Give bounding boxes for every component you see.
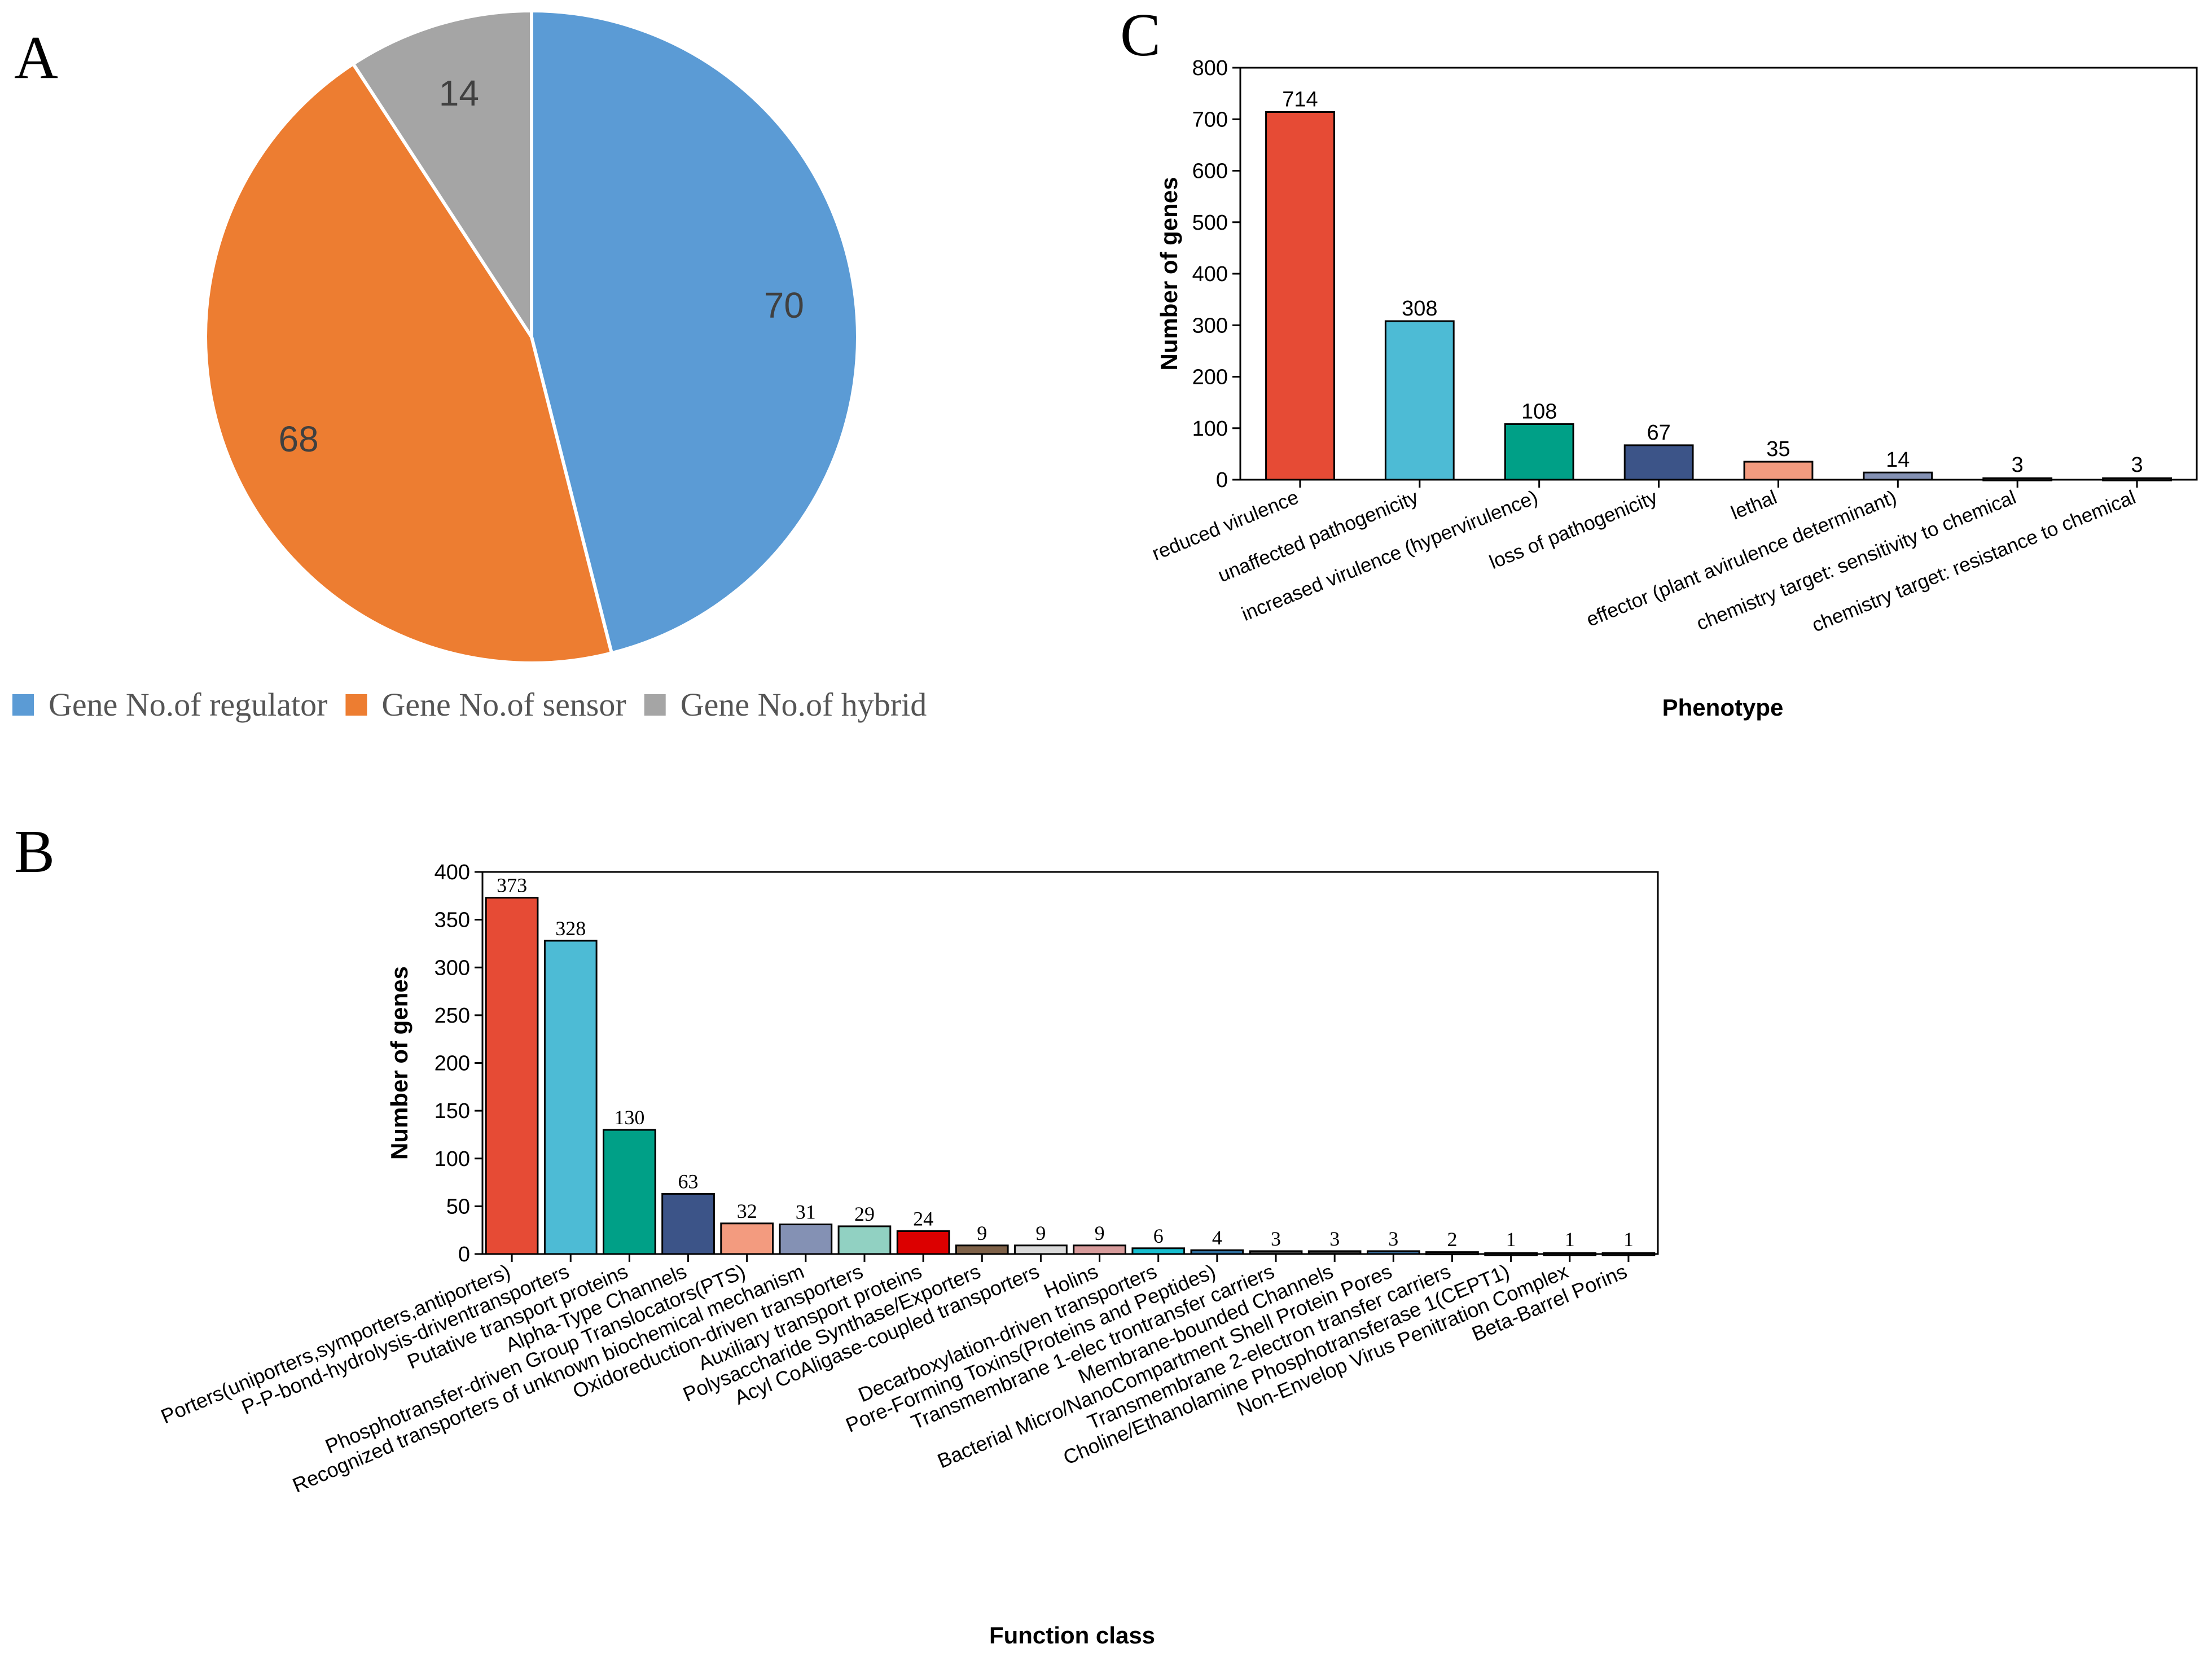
bar-value-label: 67: [1647, 421, 1670, 445]
y-tick-label: 700: [1192, 108, 1228, 131]
bar: [1073, 1244, 1126, 1255]
y-tick-label: 300: [434, 956, 470, 980]
bar-value-label: 108: [1521, 400, 1557, 424]
bar: [1131, 1247, 1186, 1255]
bar-value-label: 31: [796, 1201, 816, 1224]
y-tick-label: 0: [458, 1243, 470, 1266]
pie-data-label: 70: [764, 285, 804, 326]
bar-value-label: 24: [913, 1207, 933, 1230]
panel-letter-b: B: [14, 818, 55, 885]
bar-value-label: 2: [1447, 1228, 1458, 1251]
y-tick-label: 150: [434, 1099, 470, 1123]
bar: [779, 1224, 833, 1255]
bar-value-label: 130: [614, 1106, 644, 1129]
bar-value-label: 29: [854, 1203, 875, 1225]
bar-value-label: 373: [497, 874, 527, 897]
bar: [1014, 1244, 1068, 1255]
bar: [1384, 320, 1455, 481]
bar-value-label: 308: [1402, 297, 1437, 321]
bar: [896, 1230, 950, 1255]
bar-value-label: 9: [977, 1222, 987, 1244]
y-tick-label: 250: [434, 1004, 470, 1028]
bar-value-label: 714: [1282, 88, 1318, 112]
pie-slice: [204, 61, 614, 665]
bar-value-label: 35: [1766, 437, 1790, 461]
y-tick-label: 800: [1192, 56, 1228, 80]
bar-value-label: 6: [1153, 1225, 1164, 1247]
bar: [603, 1129, 656, 1255]
bar-value-label: 328: [555, 917, 586, 940]
plot-frame: [1239, 67, 2198, 481]
x-category-label: lethal: [1728, 486, 1780, 524]
pie-slice: [530, 8, 859, 655]
panel-letter-c: C: [1120, 2, 1161, 69]
y-axis-title: Number of genes: [386, 966, 412, 1160]
bar: [1367, 1250, 1420, 1255]
y-tick-label: 200: [1192, 366, 1228, 389]
bar: [661, 1192, 715, 1255]
pie-chart-a: 70 68 14 Gene No.of regulator Gene No.of sen…: [12, 8, 927, 723]
y-tick-label: 50: [446, 1195, 470, 1218]
y-tick-label: 100: [1192, 417, 1228, 441]
bar-value-label: 4: [1212, 1226, 1222, 1249]
bar-value-label: 3: [2012, 453, 2024, 477]
bar-value-label: 9: [1035, 1222, 1046, 1244]
y-axis-title: Number of genes: [1156, 177, 1182, 370]
bar: [1863, 471, 1933, 481]
y-tick-label: 500: [1192, 211, 1228, 235]
y-tick-label: 400: [434, 861, 470, 884]
legend-label: Gene No.of regulator: [49, 686, 327, 723]
bar: [485, 897, 539, 1255]
bar-value-label: 63: [678, 1170, 699, 1192]
bar: [543, 940, 598, 1255]
y-tick-label: 200: [434, 1052, 470, 1076]
panel-letter-a: A: [14, 24, 58, 91]
bar-value-label: 32: [737, 1200, 757, 1222]
y-tick-label: 350: [434, 909, 470, 932]
bar-value-label: 3: [1329, 1227, 1340, 1250]
bar: [1743, 461, 1814, 481]
bar-value-label: 3: [1271, 1227, 1281, 1250]
bar: [1249, 1250, 1303, 1255]
pie-data-label: 14: [439, 73, 479, 113]
legend-swatch: [12, 694, 34, 716]
plot-frame: [481, 871, 1659, 1255]
bar-value-label: 14: [1886, 448, 1910, 472]
bar: [1265, 111, 1335, 481]
bar: [1190, 1249, 1244, 1255]
legend-swatch: [345, 694, 367, 716]
bar-value-label: 1: [1623, 1228, 1634, 1251]
pie-slice: [350, 8, 533, 343]
y-tick-label: 600: [1192, 160, 1228, 183]
legend-swatch: [644, 694, 666, 716]
y-tick-label: 300: [1192, 314, 1228, 337]
bar-value-label: 9: [1095, 1222, 1105, 1244]
bar-value-label: 3: [2131, 453, 2143, 477]
bar-value-label: 1: [1565, 1228, 1575, 1251]
x-axis-title: Phenotype: [1662, 694, 1784, 721]
bar: [1504, 423, 1574, 481]
x-category-label: unaffected pathogenicity: [1215, 486, 1421, 586]
bar: [837, 1225, 892, 1255]
legend-label: Gene No.of sensor: [381, 686, 626, 723]
bar-value-label: 1: [1506, 1228, 1516, 1251]
x-axis-title: Function class: [989, 1622, 1155, 1649]
y-tick-label: 400: [1192, 262, 1228, 286]
bar: [955, 1244, 1009, 1255]
legend-label: Gene No.of hybrid: [681, 686, 927, 723]
bar-value-label: 3: [1388, 1227, 1398, 1250]
bar: [1623, 444, 1694, 481]
bar: [1307, 1250, 1362, 1255]
bar-chart-b: 050100150200250300350400373Porters(unipo…: [157, 861, 1659, 1649]
y-tick-label: 100: [434, 1147, 470, 1171]
y-tick-label: 0: [1216, 468, 1228, 492]
bar: [720, 1222, 774, 1255]
pie-data-label: 68: [279, 419, 319, 459]
